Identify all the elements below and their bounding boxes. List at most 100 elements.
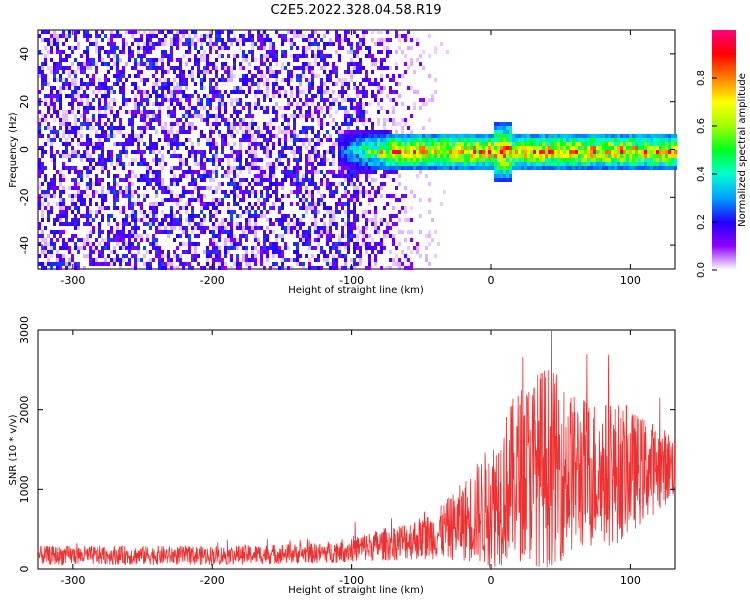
spectrogram-cell [596, 142, 599, 146]
spectrogram-cell [236, 114, 239, 118]
spectrogram-cell [566, 142, 569, 146]
spectrogram-cell [431, 142, 434, 146]
spectrogram-cell [545, 162, 548, 166]
spectrogram-cell [251, 122, 254, 126]
spectrogram-cell [173, 174, 176, 178]
spectrogram-cell [509, 146, 512, 150]
spectrogram-cell [41, 70, 44, 74]
spectrogram-cell [356, 70, 359, 74]
spectrogram-cell [191, 142, 194, 146]
spectrogram-cell [260, 214, 263, 218]
spectrogram-cell [179, 70, 182, 74]
spectrogram-cell [65, 114, 68, 118]
spectrogram-cell [125, 242, 128, 246]
spectrogram-cell [182, 74, 185, 78]
spectrogram-cell [122, 258, 125, 262]
spectrogram-cell [170, 114, 173, 118]
spectrogram-cell [350, 134, 353, 138]
spectrogram-cell [344, 258, 347, 262]
spectrogram-cell [599, 162, 602, 166]
spectrogram-cell [353, 106, 356, 110]
spectrogram-cell [38, 174, 41, 178]
spectrogram-cell [284, 246, 287, 250]
spectrogram-cell [500, 158, 503, 162]
spectrogram-cell [227, 230, 230, 234]
spectrogram-cell [332, 246, 335, 250]
spectrogram-cell [647, 142, 650, 146]
spectrogram-cell [353, 210, 356, 214]
spectrogram-cell [344, 142, 347, 146]
spectrogram-cell [290, 38, 293, 42]
spectrogram-cell [458, 150, 461, 154]
figure-title: C2E5.2022.328.04.58.R19 [270, 3, 441, 18]
spectrogram-cell [611, 138, 614, 142]
spectrogram-cell [110, 158, 113, 162]
spectrogram-cell [233, 134, 236, 138]
spectrogram-cell [239, 146, 242, 150]
spectrogram-cell [107, 206, 110, 210]
spectrogram-cell [425, 134, 428, 138]
spectrogram-cell [275, 186, 278, 190]
spectrogram-cell [182, 158, 185, 162]
spectrogram-cell [188, 198, 191, 202]
spectrogram-cell [188, 110, 191, 114]
spectrogram-cell [110, 30, 113, 34]
spectrogram-cell [350, 154, 353, 158]
spectrogram-cell [659, 134, 662, 138]
spectrogram-cell [314, 58, 317, 62]
spectrogram-cell [368, 266, 371, 270]
spectrogram-cell [437, 166, 440, 170]
spectrogram-cell [50, 98, 53, 102]
spectrogram-cell [296, 166, 299, 170]
spectrogram-cell [266, 126, 269, 130]
spectrogram-cell [38, 242, 41, 246]
spectrogram-cell [560, 158, 563, 162]
spectrogram-cell [257, 30, 260, 34]
spectrogram-cell [644, 166, 647, 170]
spectrogram-cell [335, 258, 338, 262]
spectrogram-cell [257, 250, 260, 254]
spectrogram-cell [224, 78, 227, 82]
spectrogram-cell [494, 166, 497, 170]
spectrogram-cell [149, 118, 152, 122]
spectrogram-cell [191, 190, 194, 194]
spectrogram-cell [95, 238, 98, 242]
spectrogram-cell [149, 266, 152, 270]
spectrogram-cell [272, 42, 275, 46]
spectrogram-cell [62, 118, 65, 122]
spectrogram-cell [152, 202, 155, 206]
spectrogram-cell [521, 138, 524, 142]
spectrogram-cell [143, 50, 146, 54]
spectrogram-cell [41, 30, 44, 34]
spectrogram-cell [548, 158, 551, 162]
spectrogram-cell [254, 66, 257, 70]
spectrogram-cell [482, 138, 485, 142]
spectrogram-cell [68, 94, 71, 98]
spectrogram-cell [221, 62, 224, 66]
spectrogram-cell [131, 230, 134, 234]
spectrogram-cell [299, 222, 302, 226]
spectrogram-cell [500, 130, 503, 134]
spectrogram-cell [296, 138, 299, 142]
spectrogram-cell [323, 46, 326, 50]
spectrogram-cell [443, 150, 446, 154]
spectrogram-cell [323, 194, 326, 198]
spectrogram-cell [395, 170, 398, 174]
spectrogram-cell [182, 174, 185, 178]
spectrogram-cell [287, 226, 290, 230]
spectrogram-cell [62, 210, 65, 214]
spectrogram-cell [377, 130, 380, 134]
spectrogram-cell [83, 118, 86, 122]
spectrogram-cell [248, 82, 251, 86]
spectrogram-cell [104, 62, 107, 66]
spectrogram-cell [59, 190, 62, 194]
spectrogram-cell [383, 218, 386, 222]
spectrogram-cell [311, 138, 314, 142]
spectrogram-cell [281, 182, 284, 186]
spectrogram-cell [374, 226, 377, 230]
spectrogram-cell [215, 74, 218, 78]
spectrogram-cell [224, 254, 227, 258]
spectrogram-cell [233, 246, 236, 250]
spectrogram-cell [395, 246, 398, 250]
spectrogram-cell [320, 86, 323, 90]
